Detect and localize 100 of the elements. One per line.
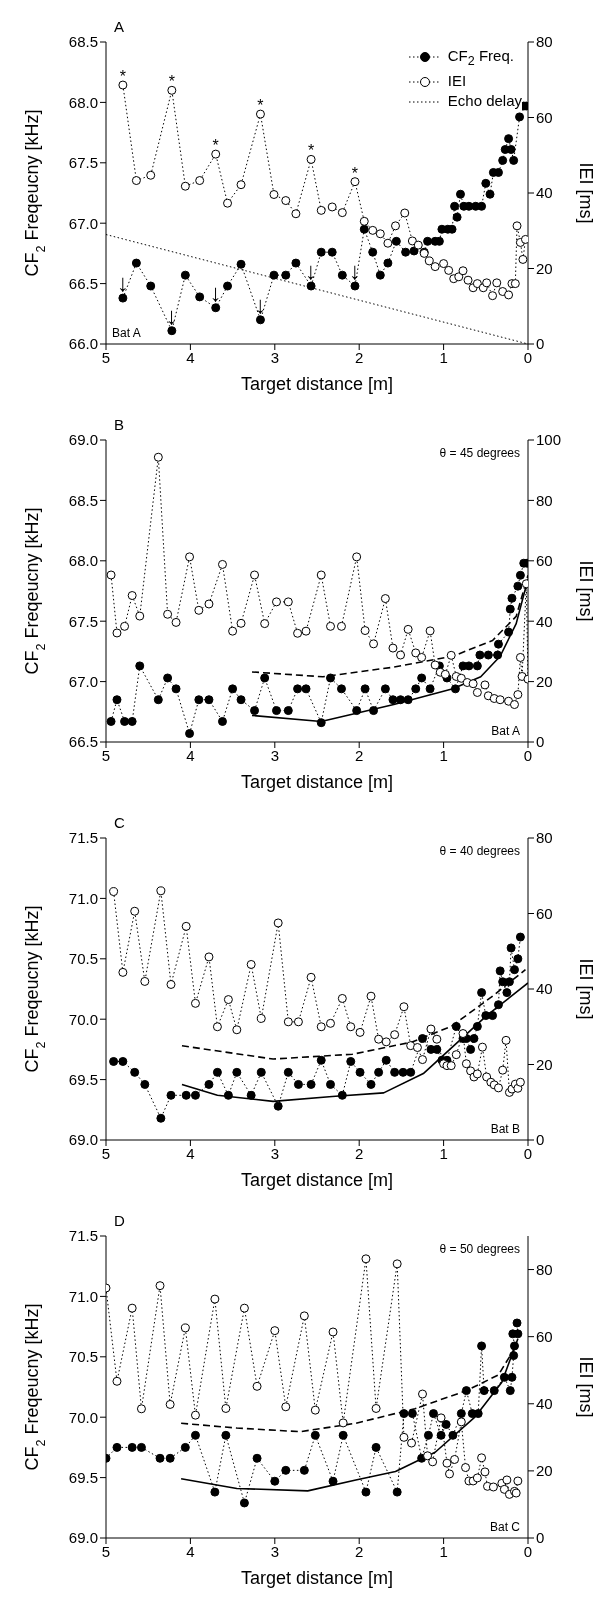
y2-tick-label: 40 [536, 1395, 553, 1413]
x-tick-label: 5 [101, 348, 111, 366]
y2-tick-label: 100 [536, 431, 562, 449]
y-tick-label: 68.5 [68, 33, 98, 51]
annotation: θ = 40 degrees [439, 844, 520, 858]
y-tick-label: 70.0 [68, 1010, 98, 1028]
x-tick-label: 2 [355, 1144, 364, 1162]
y2-tick-label: 60 [536, 108, 553, 126]
annotation: ↓ [209, 278, 222, 306]
x-tick-label: 3 [270, 746, 279, 764]
x-tick-label: 3 [270, 1144, 279, 1162]
y2-tick-label: 20 [536, 259, 553, 277]
y2-tick-label: 40 [536, 184, 553, 202]
annotation: Bat C [489, 1520, 520, 1534]
annotation: * [212, 137, 219, 155]
annotation: Bat A [112, 326, 141, 340]
x-tick-label: 0 [523, 746, 533, 764]
y2-tick-label: 40 [536, 980, 553, 998]
y-tick-label: 68.0 [68, 93, 98, 111]
y2-axis-title: IEI [ms] [576, 958, 596, 1020]
chart-title: B [114, 416, 125, 433]
y-tick-label: 69.5 [68, 1468, 98, 1486]
x-tick-label: 1 [439, 1542, 448, 1560]
annotation: ↓ [305, 257, 318, 285]
legend-label: IEI [447, 72, 467, 89]
legend-label: Echo delay [447, 92, 522, 109]
x-tick-label: 5 [101, 1542, 111, 1560]
annotation: * [307, 142, 315, 160]
x-tick-label: 2 [355, 746, 364, 764]
y-tick-label: 70.0 [68, 1408, 98, 1426]
y-tick-label: 67.0 [68, 214, 98, 232]
y-tick-label: 69.5 [68, 1070, 98, 1088]
x-tick-label: 4 [186, 1542, 195, 1560]
x-tick-label: 3 [270, 348, 279, 366]
x-tick-label: 4 [186, 746, 195, 764]
annotation: * [351, 165, 359, 183]
y2-tick-label: 20 [536, 672, 553, 690]
y2-tick-label: 60 [536, 1327, 553, 1345]
y-tick-label: 66.0 [68, 335, 98, 353]
y2-axis-title: IEI [ms] [576, 560, 596, 622]
y-tick-label: 70.5 [68, 950, 98, 968]
x-tick-label: 1 [439, 1144, 448, 1162]
y2-tick-label: 80 [536, 829, 553, 847]
y2-tick-label: 80 [536, 491, 553, 509]
y-tick-label: 66.5 [68, 733, 98, 751]
x-tick-label: 4 [186, 348, 195, 366]
y2-tick-label: 0 [536, 1131, 545, 1149]
y-tick-label: 69.0 [68, 1529, 98, 1547]
y2-axis-title: IEI [ms] [576, 1356, 596, 1418]
y-tick-label: 69.0 [68, 1131, 98, 1149]
y2-tick-label: 20 [536, 1055, 553, 1073]
y2-tick-label: 0 [536, 733, 545, 751]
annotation: ↓ [165, 301, 178, 329]
x-tick-label: 1 [439, 746, 448, 764]
x-axis-title: Target distance [m] [240, 1170, 394, 1190]
x-axis-title: Target distance [m] [240, 374, 394, 394]
annotation: ↓ [116, 269, 129, 297]
x-tick-label: 5 [101, 1144, 111, 1162]
x-tick-label: 1 [439, 348, 448, 366]
y-tick-label: 71.0 [68, 889, 98, 907]
x-tick-label: 0 [523, 1144, 533, 1162]
x-axis-title: Target distance [m] [240, 1568, 394, 1588]
chart-title: A [114, 18, 125, 35]
y-tick-label: 68.0 [68, 552, 98, 570]
annotation: θ = 50 degrees [439, 1242, 520, 1256]
y-tick-label: 67.5 [68, 612, 98, 630]
y-tick-label: 67.0 [68, 672, 98, 690]
y2-tick-label: 0 [536, 1529, 545, 1547]
y2-tick-label: 80 [536, 1260, 553, 1278]
y2-tick-label: 60 [536, 904, 553, 922]
y2-tick-label: 40 [536, 612, 553, 630]
chart-title: D [114, 1212, 125, 1229]
y2-tick-label: 20 [536, 1462, 553, 1480]
y2-tick-label: 60 [536, 552, 553, 570]
annotation: * [119, 68, 126, 86]
x-tick-label: 5 [101, 746, 111, 764]
y2-tick-label: 80 [536, 33, 553, 51]
annotation: Bat B [490, 1122, 520, 1136]
y2-tick-label: 0 [536, 335, 545, 353]
x-tick-label: 0 [523, 1542, 533, 1560]
y-tick-label: 71.5 [68, 829, 98, 847]
annotation: ↓ [348, 257, 361, 285]
x-tick-label: 2 [355, 348, 364, 366]
legend-label: CF$_{2}$ Freq. [447, 47, 514, 68]
annotation: θ = 45 degrees [439, 446, 520, 460]
y-tick-label: 67.5 [68, 154, 98, 172]
annotation: * [257, 97, 264, 115]
x-tick-label: 0 [523, 348, 533, 366]
x-tick-label: 2 [355, 1542, 364, 1560]
y2-axis-title: IEI [ms] [576, 162, 596, 224]
y-tick-label: 70.5 [68, 1348, 98, 1366]
y-tick-label: 71.5 [68, 1227, 98, 1245]
x-axis-title: Target distance [m] [240, 772, 394, 792]
annotation: * [168, 73, 175, 91]
annotation: ↓ [254, 290, 267, 318]
chart-title: C [114, 814, 125, 831]
y-tick-label: 69.0 [68, 431, 98, 449]
y-tick-label: 68.5 [68, 491, 98, 509]
y-tick-label: 71.0 [68, 1287, 98, 1305]
x-tick-label: 3 [270, 1542, 279, 1560]
